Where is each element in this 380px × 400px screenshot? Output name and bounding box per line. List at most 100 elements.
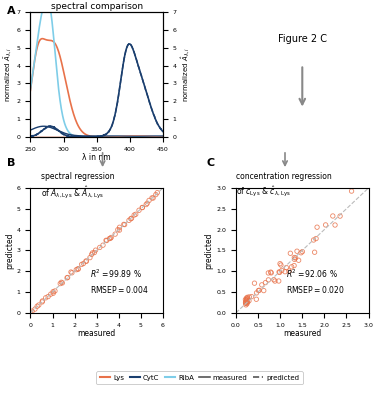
Point (126, 217, 132, 224)
Point (75, 266, 81, 272)
Point (323, 222, 329, 228)
Text: of $A_{\lambda,\mathrm{Lys}}$ & $\hat{A}_{\lambda,\mathrm{Lys}}$: of $A_{\lambda,\mathrm{Lys}}$ & $\hat{A}… (41, 184, 104, 201)
Point (337, 213, 343, 219)
X-axis label: λ in nm: λ in nm (82, 153, 111, 162)
Y-axis label: predicted: predicted (204, 232, 214, 269)
Point (29, 308, 35, 314)
Point (272, 278, 278, 284)
Point (242, 299, 249, 306)
Point (244, 296, 250, 302)
Point (256, 287, 262, 294)
Text: of $c_{\mathrm{Lys}}$ & $\hat{c}_{\lambda,\mathrm{Lys}}$: of $c_{\mathrm{Lys}}$ & $\hat{c}_{\lambd… (236, 184, 291, 199)
Point (249, 294, 255, 300)
Point (279, 267, 285, 274)
Point (73, 266, 79, 273)
Point (43, 295, 49, 301)
Point (83, 258, 89, 264)
Point (97, 244, 103, 251)
Point (58, 279, 64, 286)
Point (283, 264, 289, 271)
Point (276, 269, 282, 275)
Point (268, 269, 274, 275)
Legend: Lys, CytC, RibA, measured, predicted: Lys, CytC, RibA, measured, predicted (97, 372, 302, 384)
Point (144, 200, 150, 206)
Point (153, 191, 159, 198)
Point (64, 275, 70, 281)
Point (108, 235, 114, 242)
Point (91, 249, 97, 256)
Point (296, 257, 302, 264)
Point (255, 287, 261, 294)
Point (149, 195, 155, 201)
Point (289, 264, 295, 270)
Point (139, 204, 145, 211)
Point (246, 294, 252, 300)
Point (65, 274, 71, 281)
Point (36, 302, 42, 308)
Y-axis label: normalized $\hat{A}_{\lambda,i}$: normalized $\hat{A}_{\lambda,i}$ (179, 47, 192, 102)
Point (143, 201, 149, 208)
Point (106, 236, 112, 242)
Point (242, 300, 249, 306)
Point (287, 250, 293, 256)
Text: spectral regression: spectral regression (41, 172, 114, 181)
Point (115, 226, 121, 233)
Point (136, 207, 142, 214)
Point (108, 234, 114, 241)
Y-axis label: predicted: predicted (5, 232, 14, 269)
Point (244, 299, 250, 305)
Point (294, 248, 300, 254)
Point (87, 254, 93, 261)
Y-axis label: normalized $\bar{A}_{\lambda,i}$: normalized $\bar{A}_{\lambda,i}$ (3, 47, 14, 102)
Point (32, 306, 38, 312)
Text: B: B (6, 158, 15, 168)
Point (154, 190, 160, 196)
Point (243, 302, 249, 308)
Point (131, 212, 137, 218)
Point (243, 297, 249, 304)
Point (69, 270, 75, 276)
Text: A: A (6, 6, 15, 16)
Point (80, 260, 86, 267)
Point (263, 280, 269, 286)
Point (277, 269, 283, 276)
Point (103, 237, 109, 244)
Point (89, 251, 95, 258)
Point (291, 254, 298, 261)
Point (271, 276, 277, 283)
Point (299, 248, 306, 255)
Point (310, 237, 317, 243)
Point (244, 298, 250, 305)
Point (133, 211, 139, 218)
Text: C: C (207, 158, 215, 168)
Point (242, 300, 249, 306)
Point (276, 278, 282, 284)
Point (293, 255, 299, 261)
Point (291, 256, 298, 262)
Point (261, 287, 267, 294)
Point (244, 295, 250, 302)
Point (59, 280, 65, 286)
Point (121, 221, 127, 228)
Point (243, 297, 249, 304)
Point (244, 300, 250, 306)
Point (244, 295, 250, 301)
Point (68, 269, 74, 275)
Point (242, 296, 249, 303)
Text: Figure 2 C: Figure 2 C (278, 34, 327, 44)
Point (57, 280, 63, 287)
Point (128, 216, 134, 222)
Point (330, 213, 336, 219)
Point (150, 195, 156, 201)
Point (291, 262, 297, 269)
Point (244, 300, 250, 307)
Point (83, 258, 89, 264)
Title: spectral comparison: spectral comparison (51, 2, 143, 11)
Point (332, 222, 338, 228)
Point (50, 290, 56, 296)
Point (79, 261, 85, 268)
Text: $R^2 = 99.89\ \%$: $R^2 = 99.89\ \%$ (90, 268, 142, 280)
Point (27, 310, 33, 316)
Text: $\mathrm{RMSEP} = 0.020$: $\mathrm{RMSEP} = 0.020$ (287, 284, 345, 295)
Point (122, 222, 128, 228)
